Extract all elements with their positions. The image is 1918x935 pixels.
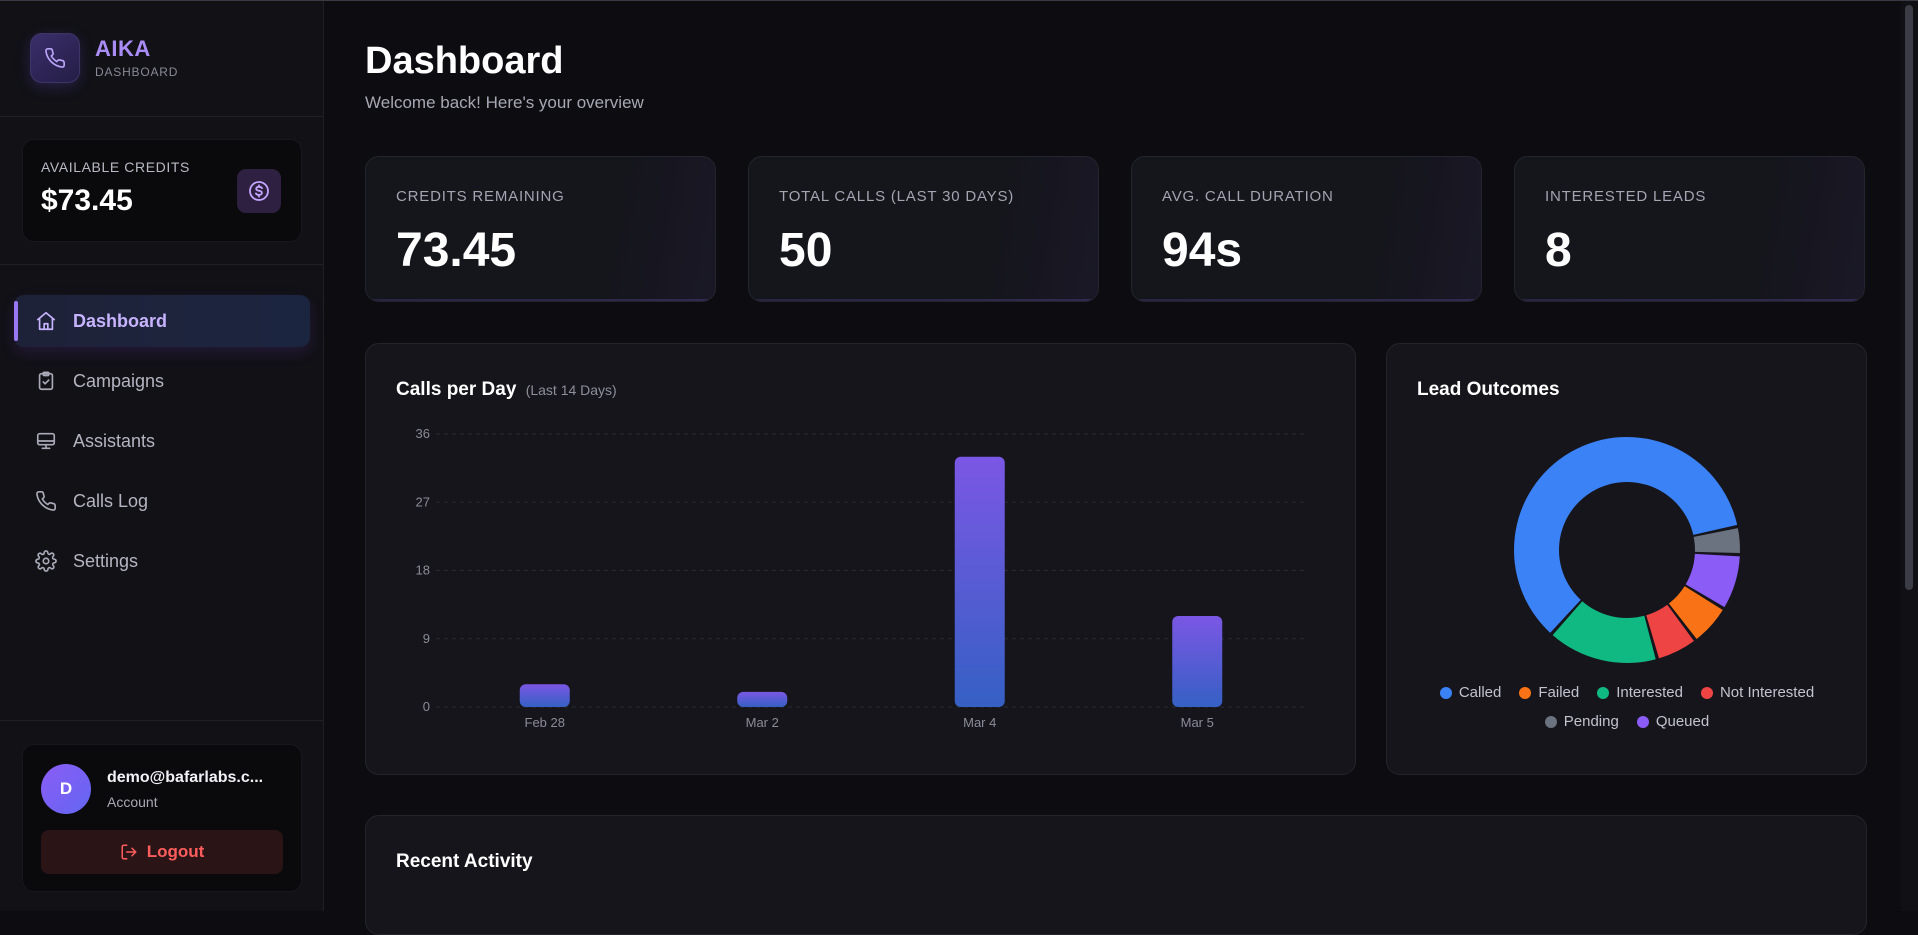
stat-label: TOTAL CALLS (LAST 30 DAYS)	[779, 188, 1015, 205]
user-role: Account	[107, 794, 158, 810]
x-tick-label: Mar 4	[963, 715, 996, 730]
avatar[interactable]: D	[41, 764, 91, 814]
legend-label: Queued	[1655, 713, 1710, 730]
sidebar-item-settings[interactable]: Settings	[14, 535, 310, 587]
legend-item[interactable]: Called	[1439, 684, 1502, 701]
recent-activity-title: Recent Activity	[396, 851, 533, 872]
clipboard-check-icon	[34, 369, 58, 393]
sidebar-item-calls-log[interactable]: Calls Log	[14, 475, 310, 527]
recent-activity-panel: Recent Activity	[365, 815, 1867, 935]
sidebar-item-label: Assistants	[73, 430, 156, 451]
sidebar-item-assistants[interactable]: Assistants	[14, 415, 310, 467]
stat-label: CREDITS REMAINING	[396, 188, 565, 205]
donut-slice[interactable]	[1514, 437, 1738, 633]
legend-swatch	[1544, 715, 1557, 728]
bar[interactable]	[519, 684, 570, 707]
brand[interactable]: AIKA DASHBOARD	[30, 33, 178, 83]
stat-value: 8	[1545, 224, 1572, 277]
legend-item[interactable]: Failed	[1519, 684, 1579, 701]
phone-icon	[34, 489, 58, 513]
brand-subtitle: DASHBOARD	[95, 65, 179, 79]
credits-card: AVAILABLE CREDITS $73.45	[22, 139, 302, 242]
stat-value: 50	[779, 224, 833, 277]
x-tick-label: Mar 5	[1181, 715, 1214, 730]
y-tick-label: 27	[416, 494, 430, 509]
donut-slice[interactable]	[1685, 553, 1740, 608]
calls-bar-chart: 0 9 18 27 36 Feb 28 Mar 2 Mar 4 Mar 5	[416, 426, 1306, 730]
legend-item[interactable]: Pending	[1544, 713, 1619, 730]
stat-value: 73.45	[396, 224, 517, 277]
legend-swatch	[1700, 686, 1713, 699]
sidebar-nav: Dashboard Campaigns Assistants Calls Log…	[14, 295, 310, 595]
credits-label: AVAILABLE CREDITS	[41, 159, 190, 175]
stat-card-total-calls: TOTAL CALLS (LAST 30 DAYS) 50	[748, 156, 1099, 302]
sidebar: AIKA DASHBOARD AVAILABLE CREDITS $73.45 …	[0, 1, 324, 911]
lead-outcomes-title: Lead Outcomes	[1417, 379, 1560, 400]
user-card: D demo@bafarlabs.c... Account Logout	[22, 744, 302, 892]
donut-slice[interactable]	[1668, 586, 1723, 639]
calls-chart-note: (Last 14 Days)	[525, 382, 617, 398]
logout-label: Logout	[146, 842, 205, 861]
sidebar-item-label: Campaigns	[73, 370, 165, 391]
user-email: demo@bafarlabs.c...	[107, 769, 264, 786]
brand-name: AIKA	[95, 36, 151, 61]
donut-slice[interactable]	[1693, 528, 1740, 554]
chart-legend: Called Failed Interested Not Interested Pend…	[1407, 684, 1847, 730]
y-tick-label: 36	[416, 426, 430, 441]
legend-item[interactable]: Not Interested	[1700, 684, 1815, 701]
page-title: Dashboard	[365, 40, 564, 82]
calls-per-day-panel: Calls per Day (Last 14 Days) 0 9 18 27 36 Feb…	[365, 343, 1356, 775]
sidebar-item-campaigns[interactable]: Campaigns	[14, 355, 310, 407]
gear-icon	[34, 549, 58, 573]
legend-label: Pending	[1563, 713, 1619, 730]
credits-value: $73.45	[41, 184, 133, 217]
stat-card-avg-duration: AVG. CALL DURATION 94s	[1131, 156, 1482, 302]
panel-title: Calls per Day (Last 14 Days)	[396, 379, 617, 401]
legend-swatch	[1597, 686, 1610, 699]
logout-icon	[120, 843, 138, 861]
stat-label: AVG. CALL DURATION	[1162, 188, 1334, 205]
x-tick-label: Mar 2	[746, 715, 779, 730]
bar[interactable]	[737, 691, 788, 707]
stat-label: INTERESTED LEADS	[1545, 188, 1707, 205]
bar[interactable]	[1172, 616, 1223, 707]
sidebar-item-label: Calls Log	[73, 490, 149, 511]
home-icon	[34, 309, 58, 333]
top-border	[0, 0, 1918, 1]
legend-swatch	[1439, 686, 1452, 699]
y-tick-label: 18	[416, 563, 430, 578]
legend-swatch	[1519, 686, 1532, 699]
sidebar-divider	[0, 720, 324, 721]
x-tick-label: Feb 28	[525, 715, 565, 730]
legend-item[interactable]: Interested	[1597, 684, 1683, 701]
monitor-icon	[34, 429, 58, 453]
page-subtitle: Welcome back! Here's your overview	[365, 93, 644, 112]
donut-slice[interactable]	[1646, 604, 1694, 659]
donut-slice[interactable]	[1552, 601, 1656, 663]
legend-label: Interested	[1616, 684, 1683, 701]
phone-icon	[30, 33, 80, 83]
lead-outcomes-panel: Lead Outcomes Called Failed Interested Not …	[1386, 343, 1867, 775]
stat-value: 94s	[1162, 224, 1243, 277]
sidebar-item-dashboard[interactable]: Dashboard	[14, 295, 310, 347]
stat-card-interested-leads: INTERESTED LEADS 8	[1514, 156, 1865, 302]
sidebar-divider	[0, 264, 324, 265]
calls-chart-title: Calls per Day	[396, 379, 517, 400]
logout-button[interactable]: Logout	[41, 830, 283, 874]
sidebar-item-label: Settings	[73, 550, 139, 571]
lead-outcomes-donut	[1514, 437, 1740, 663]
legend-swatch	[1636, 715, 1649, 728]
y-tick-label: 9	[423, 631, 430, 646]
bar[interactable]	[954, 456, 1005, 707]
legend-label: Called	[1458, 684, 1502, 701]
legend-item[interactable]: Queued	[1636, 713, 1710, 730]
sidebar-item-label: Dashboard	[73, 310, 168, 331]
scrollbar-thumb[interactable]	[1905, 5, 1913, 590]
legend-label: Not Interested	[1719, 684, 1815, 701]
y-tick-label: 0	[423, 699, 430, 714]
legend-label: Failed	[1538, 684, 1580, 701]
sidebar-divider	[0, 116, 324, 117]
dollar-icon	[237, 169, 281, 213]
stat-card-credits: CREDITS REMAINING 73.45	[365, 156, 716, 302]
